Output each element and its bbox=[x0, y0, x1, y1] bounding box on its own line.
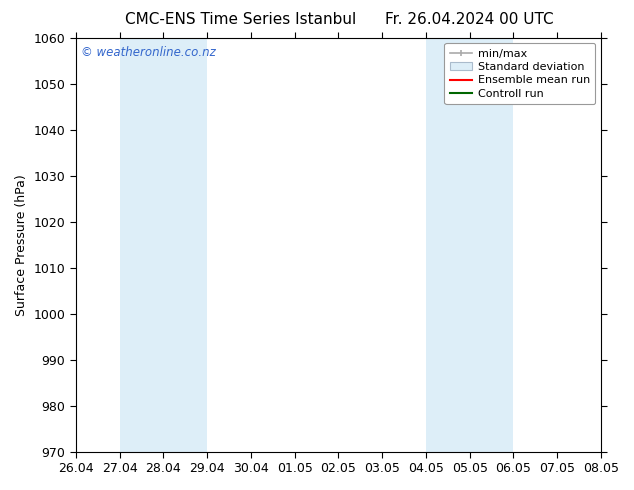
Text: Fr. 26.04.2024 00 UTC: Fr. 26.04.2024 00 UTC bbox=[385, 12, 553, 27]
Y-axis label: Surface Pressure (hPa): Surface Pressure (hPa) bbox=[15, 174, 28, 316]
Text: © weatheronline.co.nz: © weatheronline.co.nz bbox=[81, 46, 216, 59]
Bar bbox=[120, 38, 207, 452]
Text: CMC-ENS Time Series Istanbul: CMC-ENS Time Series Istanbul bbox=[126, 12, 356, 27]
Bar bbox=[426, 38, 514, 452]
Legend: min/max, Standard deviation, Ensemble mean run, Controll run: min/max, Standard deviation, Ensemble me… bbox=[444, 43, 595, 104]
